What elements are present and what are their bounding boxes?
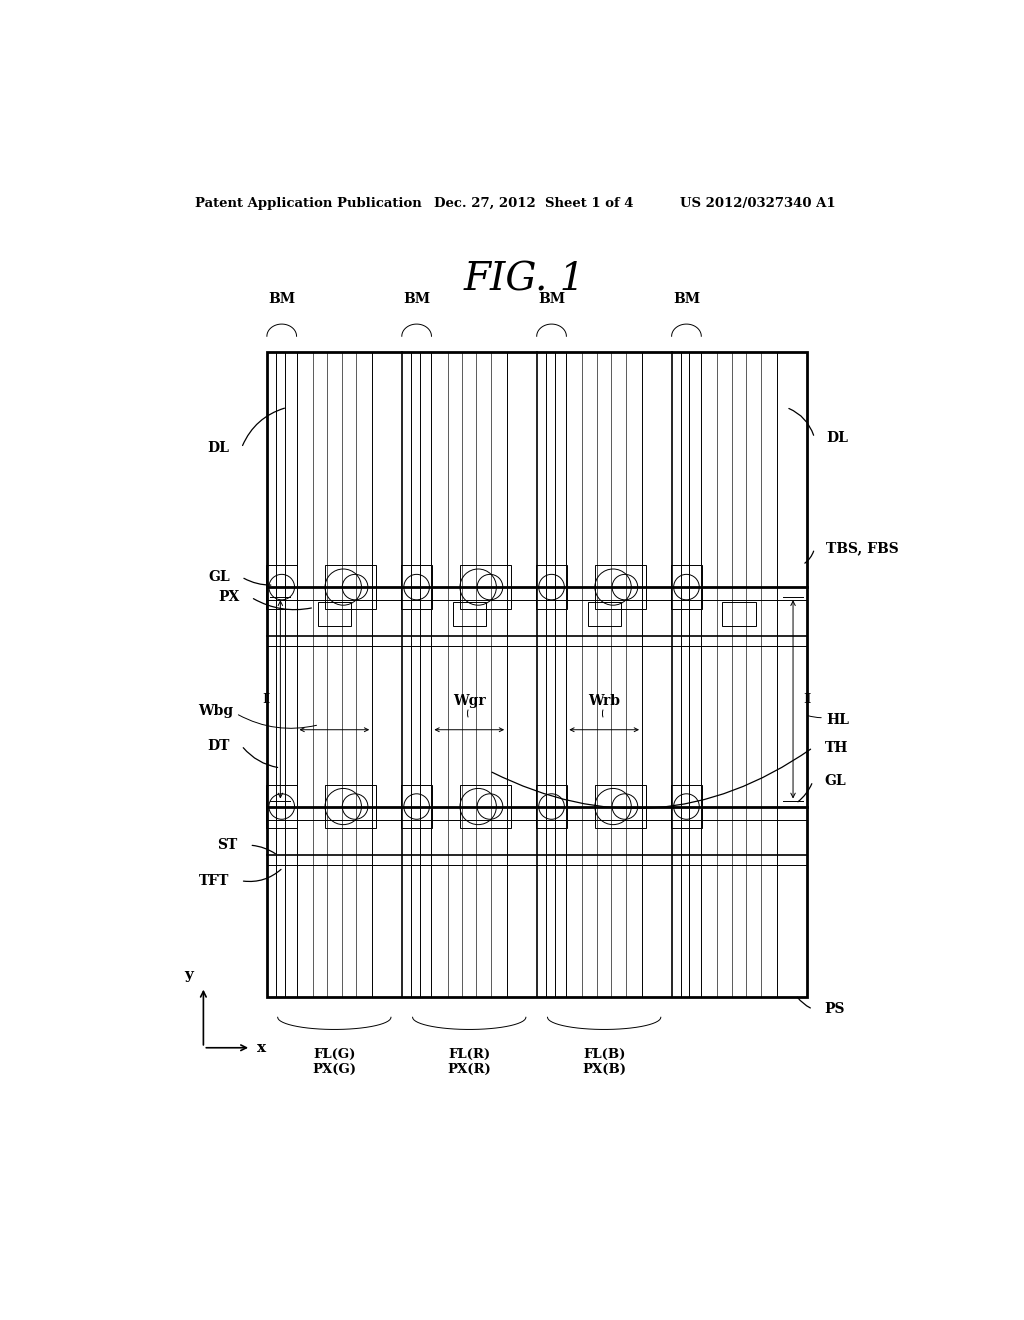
Bar (453, 602, 486, 626)
Bar (460, 784, 511, 829)
Bar (536, 784, 567, 829)
Text: HL: HL (826, 713, 849, 727)
Bar (266, 784, 297, 829)
Text: BM: BM (673, 292, 700, 306)
Bar (536, 565, 567, 609)
Text: Ⅱ: Ⅱ (262, 693, 270, 706)
Text: DT: DT (207, 739, 229, 752)
Bar (595, 784, 646, 829)
Text: ST: ST (217, 838, 238, 853)
Text: FIG. 1: FIG. 1 (464, 261, 586, 298)
Text: BM: BM (538, 292, 565, 306)
Text: Dec. 27, 2012  Sheet 1 of 4: Dec. 27, 2012 Sheet 1 of 4 (433, 197, 633, 210)
Bar (671, 565, 702, 609)
Text: TH: TH (824, 741, 848, 755)
Text: GL: GL (208, 570, 229, 583)
Text: DL: DL (826, 430, 848, 445)
Text: Wgr: Wgr (453, 694, 485, 709)
Text: x: x (257, 1040, 266, 1055)
Text: Wbg: Wbg (198, 705, 232, 718)
Bar (401, 784, 432, 829)
Bar (267, 351, 807, 997)
Text: FL(B)
PX(B): FL(B) PX(B) (583, 1048, 626, 1076)
Text: US 2012/0327340 A1: US 2012/0327340 A1 (680, 197, 836, 210)
Bar (588, 602, 621, 626)
Bar (325, 784, 376, 829)
Bar (722, 602, 756, 626)
Bar (317, 602, 351, 626)
Text: FL(G)
PX(G): FL(G) PX(G) (312, 1048, 356, 1076)
Bar (595, 565, 646, 609)
Text: PS: PS (824, 1002, 845, 1016)
Text: BM: BM (403, 292, 430, 306)
Text: y: y (184, 968, 194, 982)
Text: GL: GL (824, 774, 847, 788)
Bar (325, 565, 376, 609)
Text: TBS, FBS: TBS, FBS (826, 541, 899, 556)
Bar (460, 565, 511, 609)
Text: Wrb: Wrb (588, 694, 621, 709)
Text: BM: BM (268, 292, 295, 306)
Text: Ⅱ: Ⅱ (804, 693, 811, 706)
Text: FL(R)
PX(R): FL(R) PX(R) (447, 1048, 492, 1076)
Bar (671, 784, 702, 829)
Bar (401, 565, 432, 609)
Text: TFT: TFT (199, 874, 228, 888)
Bar (266, 565, 297, 609)
Text: DL: DL (208, 441, 229, 455)
Text: PX: PX (218, 590, 240, 605)
Text: Patent Application Publication: Patent Application Publication (196, 197, 422, 210)
